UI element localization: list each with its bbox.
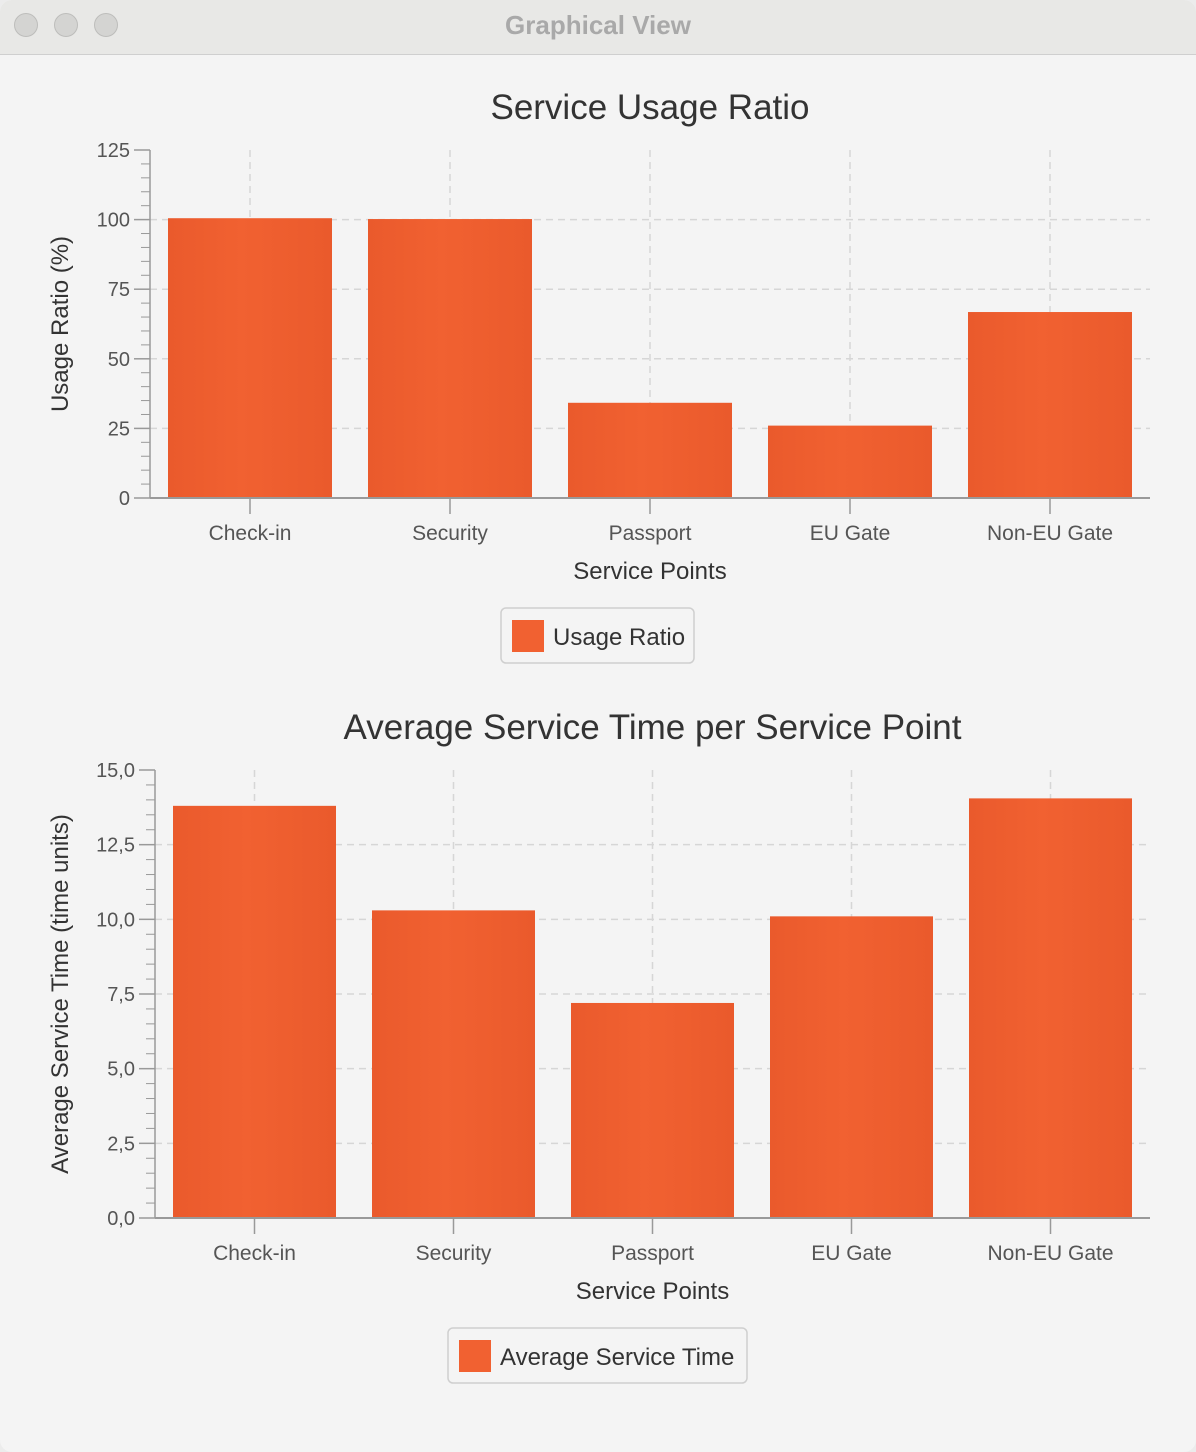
usage-ratio-chart: Service Usage Ratio Usage Ratio (%) 0 25 50 7… [47, 88, 1150, 664]
y-tick-label: 25 [108, 418, 130, 440]
y-tick-label: 12,5 [96, 835, 135, 857]
legend-label: Usage Ratio [553, 624, 685, 651]
x-tick-label-non-eu-gate: Non-EU Gate [987, 1242, 1113, 1265]
x-tick-label-check-in: Check-in [213, 1242, 296, 1265]
y-axis-label: Average Service Time (time units) [47, 814, 74, 1174]
y-tick-label: 5,0 [107, 1059, 135, 1081]
x-tick-label-security: Security [416, 1242, 492, 1265]
y-tick-label: 75 [108, 279, 130, 301]
bar-passport [571, 1002, 734, 1218]
average-service-time-chart: Average Service Time per Service Point Av… [47, 708, 1150, 1384]
y-tick-label: 50 [108, 349, 130, 371]
title-bar[interactable]: Graphical View [0, 0, 1196, 55]
x-tick-label-security: Security [412, 522, 488, 545]
chart-title: Average Service Time per Service Point [344, 708, 962, 747]
legend-box [500, 607, 695, 664]
bar-non-eu-gate [968, 312, 1132, 498]
y-tick-label: 0 [119, 488, 130, 510]
chart-title: Service Usage Ratio [490, 88, 809, 127]
legend-box [447, 1327, 748, 1384]
bar-non-eu-gate [969, 798, 1132, 1218]
x-tick-label-passport: Passport [609, 522, 692, 545]
bar-passport [568, 402, 732, 498]
bar-eu-gate [770, 916, 933, 1218]
bar-security [368, 219, 532, 498]
x-tick-label-eu-gate: EU Gate [810, 522, 891, 545]
bar-security [372, 910, 535, 1218]
y-tick-label: 0,0 [107, 1208, 135, 1230]
bar-eu-gate [768, 425, 932, 498]
window-title: Graphical View [505, 10, 691, 40]
x-tick-label-non-eu-gate: Non-EU Gate [987, 522, 1113, 545]
x-axis-label: Service Points [576, 1278, 729, 1305]
close-window-button[interactable] [14, 13, 38, 37]
y-tick-label: 7,5 [107, 984, 135, 1006]
y-tick-label: 15,0 [96, 760, 135, 782]
y-tick-label: 100 [97, 210, 130, 232]
legend-label: Average Service Time [500, 1344, 734, 1371]
x-axis-label: Service Points [573, 558, 726, 585]
chart-legend: Average Service Time [447, 1327, 748, 1384]
x-tick-label-check-in: Check-in [209, 522, 292, 545]
x-tick-label-eu-gate: EU Gate [811, 1242, 892, 1265]
bar-check-in [173, 805, 336, 1218]
bar-check-in [168, 218, 332, 498]
y-axis-label: Usage Ratio (%) [47, 236, 74, 412]
legend-swatch [512, 620, 544, 652]
y-tick-label: 10,0 [96, 909, 135, 931]
minimize-window-button[interactable] [54, 13, 78, 37]
y-tick-label: 125 [97, 140, 130, 162]
x-tick-label-passport: Passport [611, 1242, 694, 1265]
zoom-window-button[interactable] [94, 13, 118, 37]
y-tick-label: 2,5 [107, 1133, 135, 1155]
chart-legend: Usage Ratio [500, 607, 695, 664]
legend-swatch [459, 1340, 491, 1372]
